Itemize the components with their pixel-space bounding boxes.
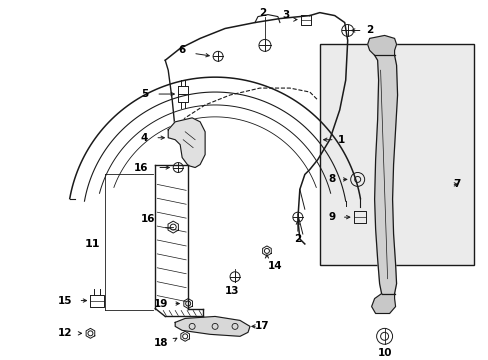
Text: 4: 4 — [141, 133, 148, 143]
Bar — [320, 44, 473, 265]
Text: 8: 8 — [328, 175, 335, 184]
Text: 2: 2 — [294, 234, 301, 244]
Polygon shape — [371, 294, 395, 314]
Text: 17: 17 — [254, 321, 269, 332]
Text: 12: 12 — [58, 328, 72, 338]
Text: 15: 15 — [58, 296, 72, 306]
Text: 7: 7 — [452, 179, 460, 189]
Text: 2: 2 — [365, 26, 372, 36]
Text: 10: 10 — [377, 348, 391, 358]
Polygon shape — [175, 316, 249, 336]
Text: 11: 11 — [85, 239, 100, 249]
Polygon shape — [374, 55, 397, 294]
Text: 6: 6 — [178, 45, 185, 55]
Polygon shape — [367, 35, 396, 55]
Polygon shape — [168, 118, 204, 167]
Text: 13: 13 — [224, 285, 239, 296]
Text: 19: 19 — [154, 298, 168, 309]
Text: 16: 16 — [134, 162, 148, 172]
Text: 14: 14 — [267, 261, 282, 271]
Text: 16: 16 — [141, 214, 155, 224]
Text: 1: 1 — [337, 135, 344, 145]
Text: 2: 2 — [259, 8, 266, 18]
Text: 3: 3 — [282, 10, 289, 19]
Text: 9: 9 — [328, 212, 335, 222]
Text: 5: 5 — [141, 89, 148, 99]
Text: 18: 18 — [153, 338, 168, 348]
